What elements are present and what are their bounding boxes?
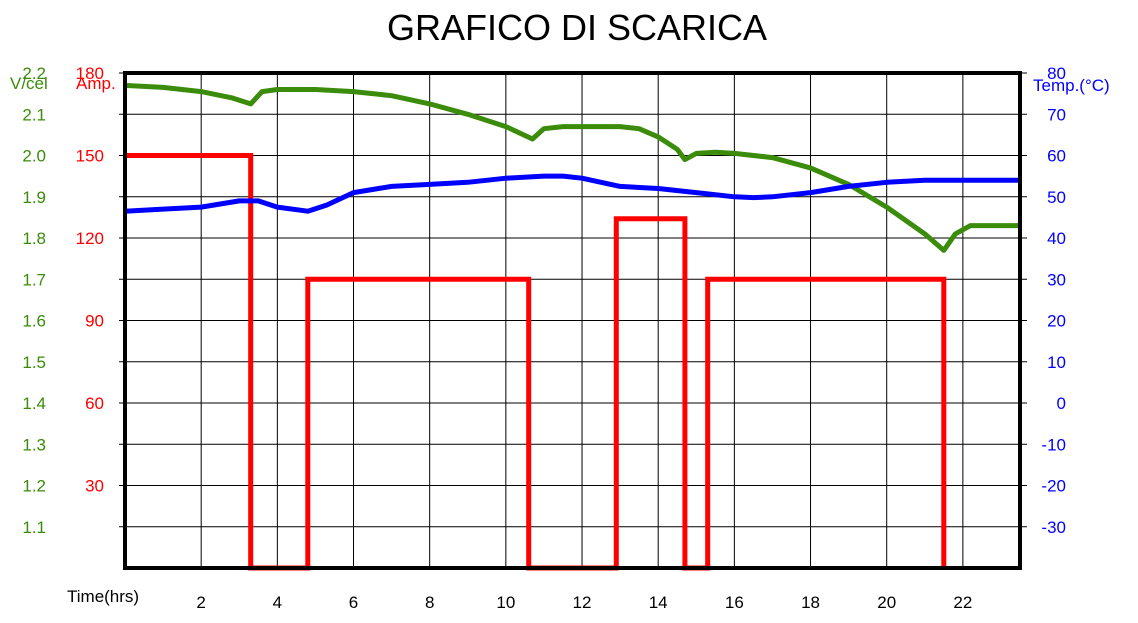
axis-labels: 2 4 6 8 10 12 14 16 18 20 22 1.1 1.2 1.3 1.4 1.5 1.6 1.7 1…: [10, 64, 1110, 612]
voltage-tick-label: 1.7: [22, 270, 46, 289]
voltage-tick-label: 1.8: [22, 229, 46, 248]
series-temperature-line: [124, 173, 1020, 214]
x-tick-label: 16: [725, 593, 744, 612]
voltage-tick-label: 2.1: [22, 105, 46, 124]
x-tick-label: 2: [196, 593, 205, 612]
voltage-axis-label: V/cel: [10, 74, 48, 93]
temperature-tick-label: -10: [1041, 435, 1066, 454]
temperature-tick-label: 0: [1057, 394, 1066, 413]
voltage-tick-label: 1.2: [22, 477, 46, 496]
temperature-tick-label: 50: [1047, 188, 1066, 207]
chart-series: [124, 82, 1020, 571]
voltage-tick-label: 2.2: [22, 64, 46, 83]
current-tick-label: 30: [85, 477, 104, 496]
chart-grid: [125, 73, 1020, 568]
voltage-tick-label: 1.5: [22, 353, 46, 372]
voltage-tick-label: 1.3: [22, 435, 46, 454]
temperature-axis-label: Temp.(°C): [1033, 76, 1110, 95]
current-tick-label: 150: [76, 147, 104, 166]
voltage-tick-label: 1.4: [22, 394, 46, 413]
current-axis-label: Amp.: [76, 74, 116, 93]
temperature-tick-label: 70: [1047, 105, 1066, 124]
x-tick-label: 4: [273, 593, 282, 612]
x-tick-label: 20: [877, 593, 896, 612]
x-tick-label: 22: [953, 593, 972, 612]
temperature-tick-label: 80: [1047, 64, 1066, 83]
x-tick-label: 18: [801, 593, 820, 612]
x-tick-label: 12: [573, 593, 592, 612]
x-tick-label: 10: [496, 593, 515, 612]
current-tick-label: 120: [76, 229, 104, 248]
temperature-tick-label: 20: [1047, 312, 1066, 331]
voltage-tick-label: 2.0: [22, 147, 46, 166]
temperature-tick-label: 10: [1047, 353, 1066, 372]
current-tick-label: 60: [85, 394, 104, 413]
x-axis-label: Time(hrs): [67, 587, 139, 606]
current-tick-label: 180: [76, 64, 104, 83]
voltage-tick-label: 1.1: [22, 518, 46, 537]
x-tick-label: 8: [425, 593, 434, 612]
temperature-tick-label: 40: [1047, 229, 1066, 248]
temperature-tick-label: -20: [1041, 477, 1066, 496]
voltage-tick-label: 1.9: [22, 188, 46, 207]
temperature-tick-label: 30: [1047, 270, 1066, 289]
x-tick-label: 14: [649, 593, 668, 612]
current-tick-label: 90: [85, 312, 104, 331]
chart-title: GRAFICO DI SCARICA: [387, 7, 767, 48]
temperature-tick-label: 60: [1047, 147, 1066, 166]
series-voltage-line: [124, 82, 1020, 253]
x-tick-label: 6: [349, 593, 358, 612]
voltage-tick-label: 1.6: [22, 312, 46, 331]
temperature-tick-label: -30: [1041, 518, 1066, 537]
